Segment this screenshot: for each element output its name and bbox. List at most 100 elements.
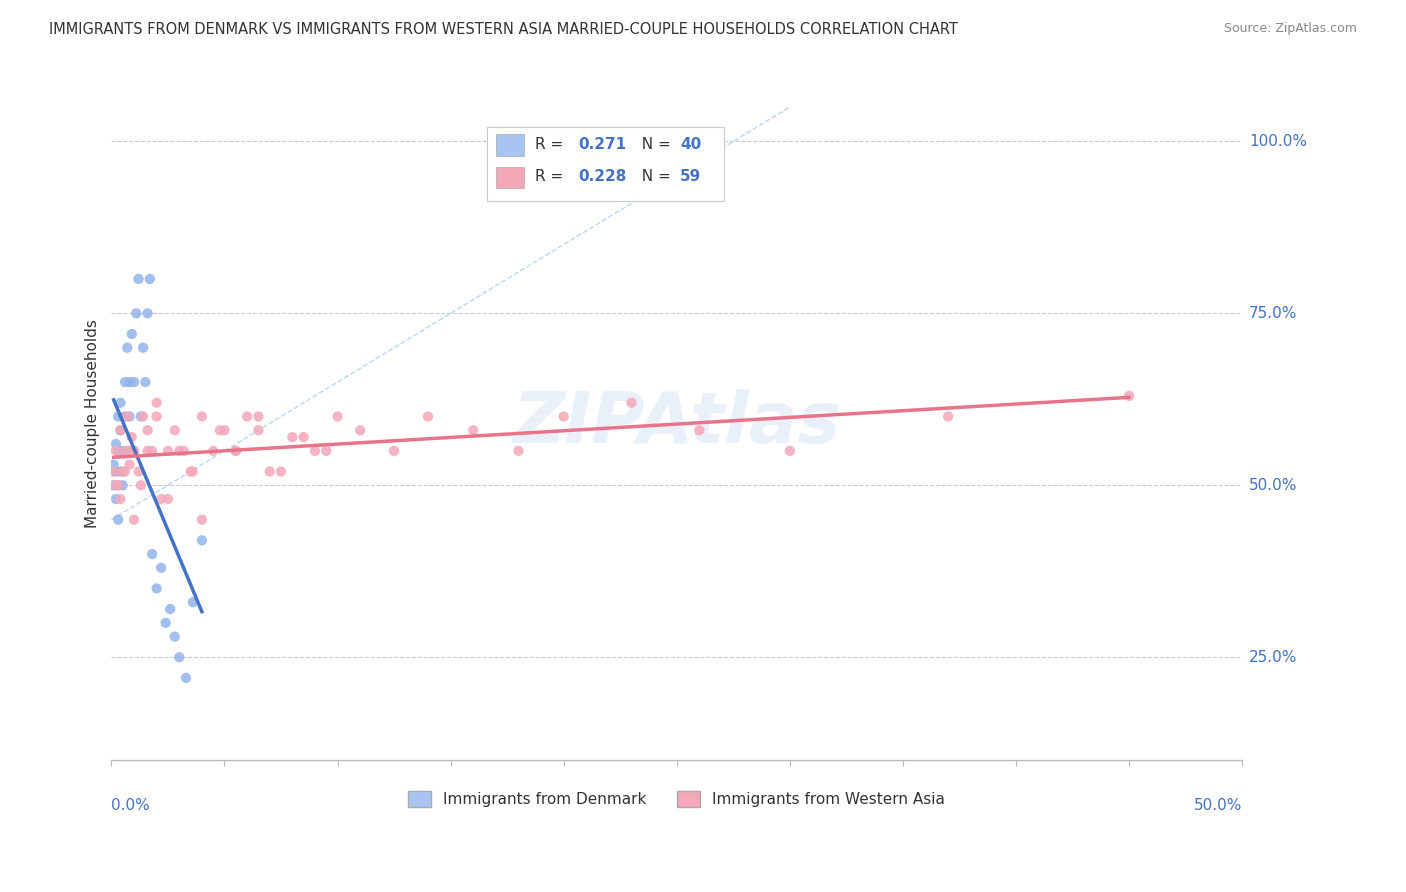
Point bbox=[191, 409, 214, 424]
Point bbox=[145, 409, 167, 424]
Text: 0.0%: 0.0% bbox=[111, 798, 150, 814]
Text: ZIPAtlas: ZIPAtlas bbox=[513, 389, 841, 458]
Point bbox=[155, 615, 177, 630]
Text: 100.0%: 100.0% bbox=[1249, 134, 1308, 149]
Point bbox=[139, 272, 162, 286]
Point bbox=[114, 409, 136, 424]
Legend: Immigrants from Denmark, Immigrants from Western Asia: Immigrants from Denmark, Immigrants from… bbox=[402, 785, 952, 814]
Point bbox=[259, 465, 281, 479]
Point bbox=[103, 458, 125, 472]
Point bbox=[114, 375, 136, 389]
Point bbox=[315, 443, 337, 458]
Point bbox=[225, 443, 247, 458]
Point bbox=[181, 595, 204, 609]
Point bbox=[111, 465, 134, 479]
Point bbox=[416, 409, 439, 424]
Point bbox=[118, 443, 141, 458]
Point bbox=[103, 465, 125, 479]
Point bbox=[128, 272, 150, 286]
Text: 0.271: 0.271 bbox=[578, 136, 627, 152]
Point bbox=[114, 443, 136, 458]
Point bbox=[136, 423, 159, 437]
Point bbox=[181, 465, 204, 479]
Point bbox=[225, 443, 247, 458]
Point bbox=[122, 375, 145, 389]
Point bbox=[156, 443, 179, 458]
Point bbox=[1118, 389, 1140, 403]
Point bbox=[136, 443, 159, 458]
Text: 50.0%: 50.0% bbox=[1249, 478, 1298, 492]
Point bbox=[191, 533, 214, 548]
Point bbox=[110, 423, 132, 437]
Point bbox=[688, 423, 710, 437]
Point bbox=[156, 491, 179, 506]
Point bbox=[107, 478, 129, 492]
Point bbox=[114, 465, 136, 479]
Text: N =: N = bbox=[631, 169, 675, 184]
Point bbox=[125, 306, 148, 320]
Text: R =: R = bbox=[536, 169, 568, 184]
Point bbox=[292, 430, 315, 444]
Point bbox=[115, 443, 138, 458]
Point bbox=[936, 409, 959, 424]
Text: 40: 40 bbox=[681, 136, 702, 152]
FancyBboxPatch shape bbox=[486, 127, 724, 201]
Point bbox=[104, 465, 127, 479]
Point bbox=[121, 430, 143, 444]
Point bbox=[115, 341, 138, 355]
Point bbox=[145, 582, 167, 596]
Point bbox=[121, 326, 143, 341]
Point bbox=[111, 443, 134, 458]
Point bbox=[134, 375, 156, 389]
Point bbox=[103, 478, 125, 492]
Point bbox=[236, 409, 259, 424]
Text: N =: N = bbox=[631, 136, 675, 152]
Text: 50.0%: 50.0% bbox=[1194, 798, 1241, 814]
FancyBboxPatch shape bbox=[496, 167, 524, 188]
Point bbox=[202, 443, 225, 458]
Text: 0.228: 0.228 bbox=[578, 169, 627, 184]
Text: Source: ZipAtlas.com: Source: ZipAtlas.com bbox=[1223, 22, 1357, 36]
Point bbox=[247, 409, 270, 424]
Point bbox=[141, 443, 163, 458]
Point bbox=[382, 443, 405, 458]
Point bbox=[174, 671, 197, 685]
Point bbox=[110, 491, 132, 506]
Point bbox=[191, 513, 214, 527]
Point bbox=[180, 465, 202, 479]
Point bbox=[281, 430, 304, 444]
Y-axis label: Married-couple Households: Married-couple Households bbox=[86, 319, 100, 528]
Point bbox=[270, 465, 292, 479]
Point bbox=[150, 561, 173, 575]
Point bbox=[104, 491, 127, 506]
Point bbox=[159, 602, 181, 616]
Point bbox=[118, 375, 141, 389]
Point bbox=[779, 443, 801, 458]
Point bbox=[115, 409, 138, 424]
Point bbox=[553, 409, 575, 424]
Point bbox=[132, 341, 155, 355]
Point bbox=[247, 423, 270, 437]
Point bbox=[304, 443, 326, 458]
Point bbox=[132, 409, 155, 424]
Point bbox=[110, 465, 132, 479]
Point bbox=[326, 409, 349, 424]
Point bbox=[150, 491, 173, 506]
Point bbox=[173, 443, 195, 458]
Point bbox=[129, 478, 152, 492]
Point bbox=[107, 513, 129, 527]
Point bbox=[118, 409, 141, 424]
Point bbox=[128, 465, 150, 479]
Point bbox=[104, 437, 127, 451]
Point bbox=[141, 547, 163, 561]
Point bbox=[107, 443, 129, 458]
Point bbox=[620, 396, 643, 410]
FancyBboxPatch shape bbox=[496, 134, 524, 156]
Point bbox=[163, 630, 186, 644]
Point bbox=[208, 423, 231, 437]
Text: 75.0%: 75.0% bbox=[1249, 306, 1298, 321]
Point bbox=[508, 443, 530, 458]
Point bbox=[122, 443, 145, 458]
Point bbox=[167, 443, 190, 458]
Point bbox=[110, 396, 132, 410]
